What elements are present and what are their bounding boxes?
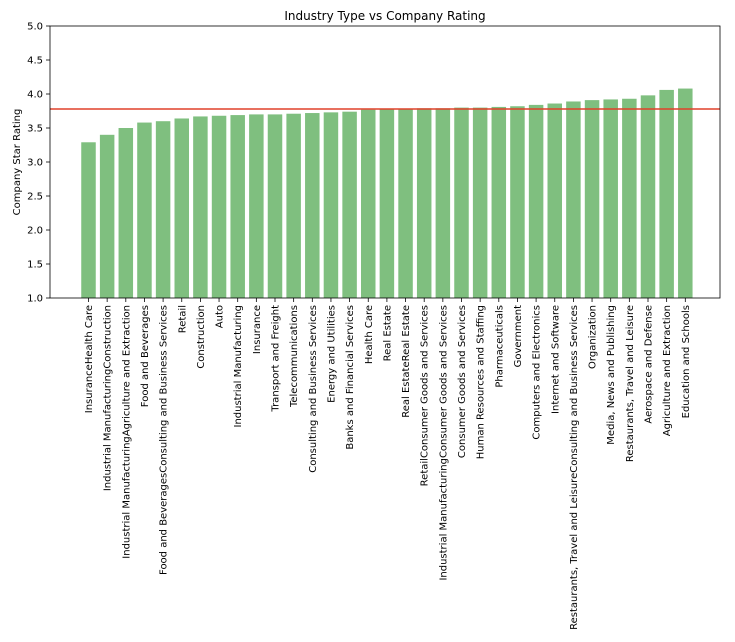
x-tick-label: Consumer Goods and Services: [457, 305, 468, 458]
x-tick-label: Government: [513, 305, 524, 367]
x-tick-label: RetailConsumer Goods and Services: [420, 305, 431, 486]
y-tick-label: 3.5: [27, 124, 43, 135]
y-tick-label: 3.0: [27, 158, 43, 169]
bar: [510, 106, 525, 299]
bar: [155, 121, 171, 298]
y-tick-label: 1.5: [27, 260, 43, 271]
bar: [398, 108, 413, 299]
bar: [211, 115, 227, 298]
bar: [640, 95, 656, 298]
bar: [99, 134, 115, 298]
x-tick-label: Pharmaceuticals: [494, 305, 505, 388]
x-tick-label: Construction: [196, 305, 207, 369]
x-tick-label: Industrial ManufacturingConsumer Goods a…: [438, 305, 449, 581]
y-axis: 1.0 1.5 2.0 2.5 3.0 3.5 4.0 4.5 5.0: [27, 22, 50, 305]
bar: [305, 113, 320, 298]
x-tick-label: Telecommunications: [289, 305, 300, 408]
y-axis-label: Company Star Rating: [12, 109, 23, 216]
bars: [81, 88, 693, 299]
x-tick-label: Agriculture and Extraction: [662, 305, 673, 436]
x-tick-label: Industrial ManufacturingConstruction: [103, 305, 114, 491]
x-tick-label: Food and Beverages: [140, 305, 151, 407]
bar: [659, 89, 674, 298]
x-tick-label: InsuranceHealth Care: [84, 305, 95, 413]
y-tick-label: 2.0: [27, 226, 43, 237]
x-tick-label: Insurance: [252, 305, 263, 354]
x-tick-label: Industrial ManufacturingAgriculture and …: [121, 305, 132, 559]
bar: [584, 100, 600, 299]
bar: [472, 107, 488, 298]
bar: [678, 88, 693, 298]
chart-title: Industry Type vs Company Rating: [284, 9, 485, 23]
y-tick-label: 4.5: [27, 56, 43, 67]
bar: [528, 104, 544, 298]
x-tick-label: Aerospace and Defense: [644, 305, 655, 424]
bar: [118, 128, 134, 298]
x-tick-label: Education and Schools: [681, 305, 692, 418]
x-tick-label: Media, News and Publishing: [606, 305, 617, 445]
y-tick-label: 1.0: [27, 294, 43, 305]
bar: [547, 103, 562, 299]
y-tick-label: 4.0: [27, 90, 43, 101]
x-tick-label: Food and BeveragesConsulting and Busines…: [159, 305, 170, 575]
x-tick-label: Health Care: [364, 305, 375, 364]
bar: [137, 122, 152, 298]
x-tick-label: Internet and Software: [550, 305, 561, 414]
bar: [416, 108, 432, 298]
x-axis: InsuranceHealth Care Industrial Manufactu…: [84, 298, 692, 630]
y-tick-label: 5.0: [27, 22, 43, 33]
bar: [174, 118, 189, 298]
bar: [622, 98, 637, 298]
x-tick-label: Industrial Manufacturing: [233, 305, 244, 428]
bar: [566, 101, 581, 298]
bar: [379, 108, 395, 299]
x-tick-label: Restaurants, Travel and LeisureConsultin…: [569, 305, 580, 630]
bar: [342, 111, 357, 299]
bar: [193, 116, 208, 298]
x-tick-label: Energy and Utilities: [326, 305, 337, 403]
x-tick-label: Consulting and Business Services: [308, 305, 319, 473]
bar: [323, 112, 339, 298]
x-tick-label: Banks and Financial Services: [345, 305, 356, 450]
bar: [603, 99, 618, 298]
x-tick-label: Restaurants, Travel and Leisure: [625, 305, 636, 462]
x-tick-label: Retail: [177, 305, 188, 333]
x-tick-label: Auto: [215, 305, 226, 328]
bar: [435, 108, 451, 298]
bar: [361, 109, 376, 298]
bar: [454, 107, 469, 298]
x-tick-label: Organization: [588, 305, 599, 369]
x-tick-label: Real EstateReal Estate: [401, 305, 412, 418]
bar: [81, 142, 96, 298]
bar: [491, 106, 507, 298]
bar: [267, 114, 283, 299]
x-tick-label: Real Estate: [382, 305, 393, 361]
y-tick-label: 2.5: [27, 192, 43, 203]
bar: [249, 114, 264, 299]
bar: [286, 113, 301, 298]
x-tick-label: Human Resources and Staffing: [476, 305, 487, 459]
x-tick-label: Transport and Freight: [271, 305, 282, 413]
x-tick-label: Computers and Electronics: [532, 305, 543, 440]
bar: [230, 115, 245, 298]
